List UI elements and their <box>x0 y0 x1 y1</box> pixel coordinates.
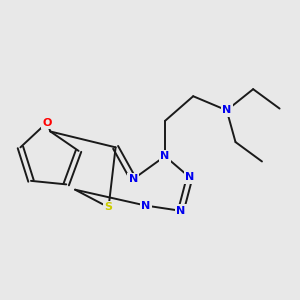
Text: N: N <box>160 151 169 161</box>
Text: N: N <box>141 200 150 211</box>
Text: N: N <box>222 105 231 115</box>
Text: N: N <box>185 172 194 182</box>
Text: N: N <box>176 206 185 216</box>
Text: S: S <box>105 202 112 212</box>
Text: N: N <box>129 174 138 184</box>
Text: O: O <box>42 118 52 128</box>
